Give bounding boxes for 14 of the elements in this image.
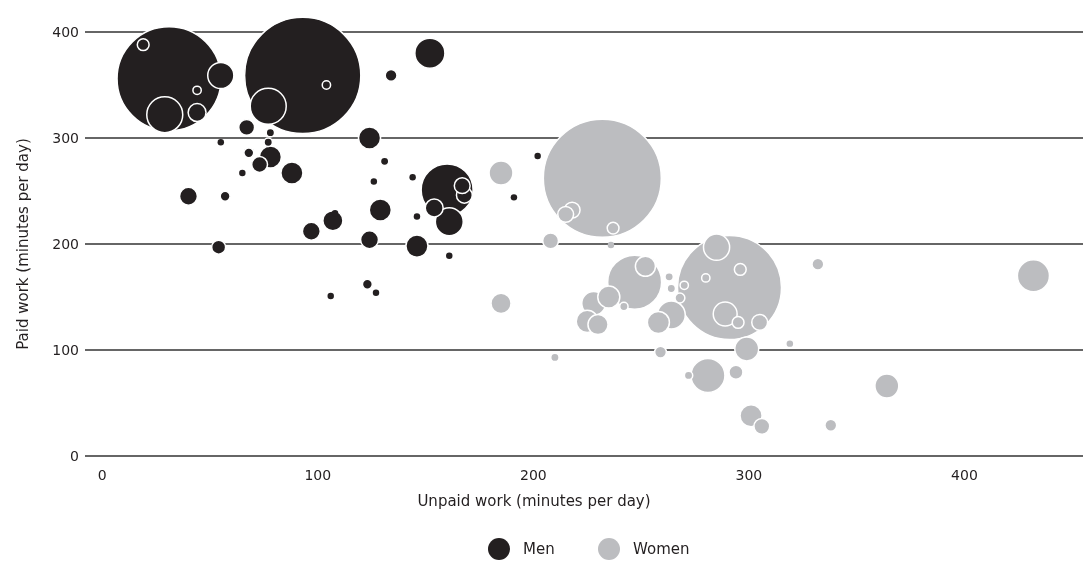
x-axis-title: Unpaid work (minutes per day) <box>417 492 651 510</box>
x-tick-label: 400 <box>951 467 978 483</box>
x-tick-label: 200 <box>519 467 547 483</box>
y-tick-label: 200 <box>52 235 79 252</box>
y-tick-label: 400 <box>52 23 79 40</box>
x-tick-label: 300 <box>735 467 763 483</box>
legend-label: Women <box>633 540 690 559</box>
y-tick-label: 100 <box>52 341 79 358</box>
y-tick-label: 0 <box>70 447 79 464</box>
x-tick-label: 0 <box>97 467 107 483</box>
x-tick-label: 100 <box>304 467 332 483</box>
y-axis-title: Paid work (minutes per day) <box>14 138 32 350</box>
legend-label: Men <box>523 540 555 559</box>
y-tick-label: 300 <box>52 129 79 146</box>
